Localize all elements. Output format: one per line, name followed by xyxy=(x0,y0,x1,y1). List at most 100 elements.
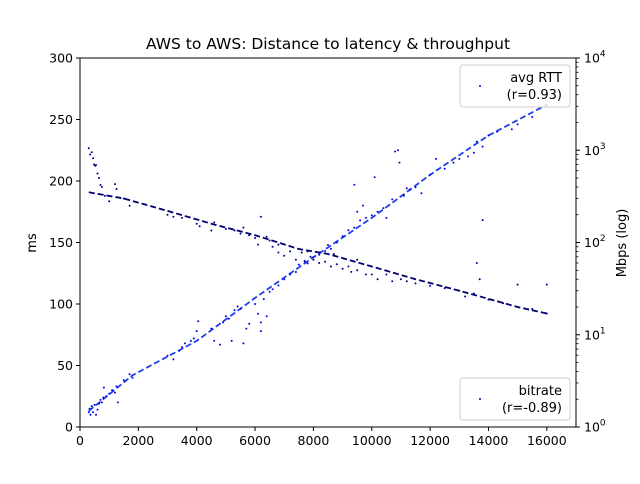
avg-rtt-point xyxy=(254,303,257,305)
bitrate-point xyxy=(87,147,90,150)
x-tick-label: 4000 xyxy=(181,433,213,448)
avg-rtt-point xyxy=(99,398,102,401)
avg-rtt-point xyxy=(105,395,108,398)
bitrate-point xyxy=(332,253,335,255)
avg-rtt-point xyxy=(172,358,175,361)
avg-rtt-legend-r: (r=0.93) xyxy=(507,88,562,103)
avg-rtt-point xyxy=(248,322,251,325)
avg-rtt-point xyxy=(297,263,300,266)
x-tick-label: 16000 xyxy=(527,433,567,448)
y-tick-label: 0 xyxy=(65,420,73,435)
x-tick-label: 8000 xyxy=(298,433,330,448)
avg-rtt-legend-marker xyxy=(479,85,481,87)
bitrate-point xyxy=(172,215,175,218)
plot-area xyxy=(87,103,548,416)
bitrate-point xyxy=(198,225,201,228)
avg-rtt-point xyxy=(353,183,356,186)
avg-rtt-point xyxy=(481,145,484,148)
bitrate-point xyxy=(502,302,505,305)
avg-rtt-point xyxy=(289,273,292,276)
avg-rtt-point xyxy=(397,149,399,152)
x-tick-label: 2000 xyxy=(122,433,154,448)
avg-rtt-point xyxy=(391,198,394,201)
avg-rtt-point xyxy=(306,262,309,265)
avg-rtt-point xyxy=(222,321,224,324)
bitrate-point xyxy=(356,269,359,272)
avg-rtt-point xyxy=(467,155,469,158)
bitrate-point xyxy=(277,251,280,254)
avg-rtt-point xyxy=(259,330,262,333)
avg-rtt-point xyxy=(329,247,332,250)
avg-rtt-point xyxy=(102,396,105,399)
avg-rtt-point xyxy=(95,413,97,416)
bitrate-point xyxy=(405,280,408,283)
avg-rtt-point xyxy=(385,216,388,219)
avg-rtt-point xyxy=(487,134,490,137)
bitrate-point xyxy=(96,172,99,175)
y2-axis-label: Mbps (log) xyxy=(615,209,630,278)
y2-tick-label: 102 xyxy=(584,234,606,250)
avg-rtt-point xyxy=(283,278,286,281)
avg-rtt-point xyxy=(131,376,134,379)
y2-tick-label: 100 xyxy=(584,419,606,435)
bitrate-point xyxy=(531,308,534,310)
avg-rtt-point xyxy=(353,226,356,229)
avg-rtt-point xyxy=(89,413,92,416)
avg-rtt-point xyxy=(496,130,499,133)
bitrate-trend-line xyxy=(88,191,547,315)
bitrate-point xyxy=(318,262,321,264)
bitrate-point xyxy=(545,283,548,286)
bitrate-point xyxy=(166,213,169,216)
avg-rtt-point xyxy=(324,250,327,253)
y-tick-label: 300 xyxy=(49,51,73,66)
y-tick-label: 50 xyxy=(57,358,73,373)
bitrate-point xyxy=(99,184,102,186)
avg-rtt-point xyxy=(189,339,192,342)
bitrate-point xyxy=(385,273,388,276)
y2-tick-label: 101 xyxy=(584,326,606,342)
bitrate-point xyxy=(224,228,227,230)
avg-rtt-point xyxy=(192,337,195,340)
axes: 0 2000 4000 6000 8000 10000 12000 14000 16000 0 50… xyxy=(49,50,606,449)
y-tick-label: 150 xyxy=(49,235,73,250)
bitrate-point xyxy=(100,186,103,188)
bitrate-point xyxy=(289,250,292,253)
avg-rtt-point xyxy=(181,346,184,349)
bitrate-legend-name: bitrate xyxy=(519,384,562,399)
x-tick-label: 14000 xyxy=(469,433,509,448)
bitrate-point xyxy=(376,278,379,281)
bitrate-point xyxy=(294,258,297,261)
bitrate-legend-r: (r=-0.89) xyxy=(502,401,562,416)
avg-rtt-point xyxy=(116,401,119,404)
bitrate-point xyxy=(329,265,332,268)
x-tick-label: 10000 xyxy=(352,433,392,448)
avg-rtt-point xyxy=(271,288,274,291)
y-axis-label: ms xyxy=(25,233,40,253)
avg-rtt-point xyxy=(373,176,376,179)
avg-rtt-point xyxy=(230,339,233,342)
bitrate-point xyxy=(277,243,280,246)
avg-rtt-point xyxy=(364,216,367,219)
bitrate-point xyxy=(239,232,242,235)
avg-rtt-point xyxy=(100,401,103,404)
avg-rtt-point xyxy=(236,305,239,308)
bitrate-point xyxy=(98,177,100,179)
bitrate-point xyxy=(312,258,315,261)
bitrate-point xyxy=(210,229,213,232)
x-tick-label: 0 xyxy=(76,433,84,448)
avg-rtt-point xyxy=(312,256,315,259)
bitrate-point xyxy=(472,292,475,295)
avg-rtt-point xyxy=(178,349,181,352)
bitrate-point xyxy=(458,289,461,292)
bitrate-point xyxy=(545,312,548,315)
avg-rtt-point xyxy=(405,187,408,190)
avg-rtt-point xyxy=(359,219,362,222)
bitrate-point xyxy=(268,239,271,242)
bitrate-point xyxy=(181,216,184,219)
bitrate-point xyxy=(89,153,92,156)
avg-rtt-point xyxy=(265,315,268,318)
bitrate-point xyxy=(242,226,245,229)
avg-rtt-point xyxy=(394,150,397,153)
bitrate-legend-marker xyxy=(479,398,481,400)
